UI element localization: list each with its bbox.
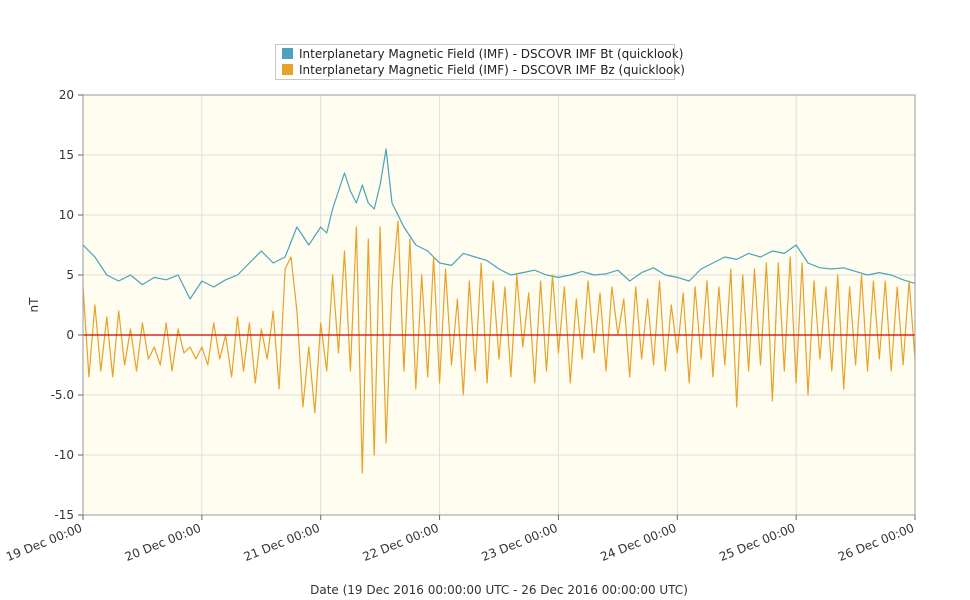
series-bt-line — [82, 148, 916, 300]
y-tick-label: -10 — [54, 448, 74, 462]
legend-label-bt: Interplanetary Magnetic Field (IMF) - DS… — [299, 47, 684, 61]
x-axis: 19 Dec 00:00 20 Dec 00:00 21 Dec 00:00 22 D… — [4, 515, 916, 564]
y-tick-label: -15 — [54, 508, 74, 522]
series-layer — [82, 148, 916, 474]
legend: Interplanetary Magnetic Field (IMF) - DS… — [275, 44, 685, 80]
y-axis: 20 15 10 5 0 -5.0 -10 -15 — [51, 88, 83, 522]
y-tick-label: 10 — [59, 208, 74, 222]
y-tick-label: 15 — [59, 148, 74, 162]
y-axis-label: nT — [27, 297, 41, 313]
x-tick-label: 24 Dec 00:00 — [598, 521, 678, 564]
x-tick-label: 19 Dec 00:00 — [4, 521, 84, 564]
y-tick-label: 5 — [66, 268, 74, 282]
plot-area — [83, 95, 915, 515]
legend-label-bz: Interplanetary Magnetic Field (IMF) - DS… — [299, 63, 685, 77]
x-tick-label: 25 Dec 00:00 — [717, 521, 797, 564]
x-axis-label: Date (19 Dec 2016 00:00:00 UTC - 26 Dec … — [310, 583, 688, 597]
legend-item-bz[interactable]: Interplanetary Magnetic Field (IMF) - DS… — [282, 63, 685, 78]
x-tick-label: 26 Dec 00:00 — [836, 521, 916, 564]
x-tick-label: 20 Dec 00:00 — [123, 521, 203, 564]
x-tick-label: 22 Dec 00:00 — [361, 521, 441, 564]
x-tick-label: 21 Dec 00:00 — [242, 521, 322, 564]
y-tick-label: -5.0 — [51, 388, 74, 402]
plot-border — [82, 94, 916, 516]
series-bz-line — [82, 220, 916, 474]
y-tick-label: 0 — [66, 328, 74, 342]
legend-item-bt[interactable]: Interplanetary Magnetic Field (IMF) - DS… — [282, 47, 683, 62]
legend-swatch-bz — [282, 64, 293, 75]
x-tick-label: 23 Dec 00:00 — [479, 521, 559, 564]
y-tick-label: 20 — [59, 88, 74, 102]
legend-swatch-bt — [282, 48, 293, 59]
